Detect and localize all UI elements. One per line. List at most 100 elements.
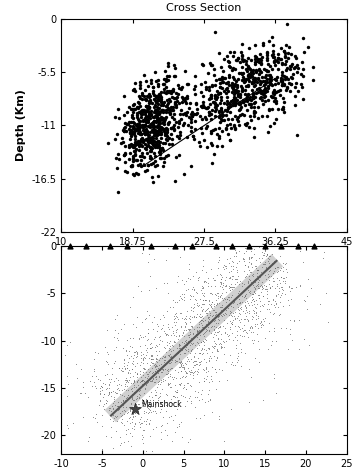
Point — [234, 327, 240, 335]
Point — [247, 93, 253, 101]
Point — [169, 106, 175, 114]
Point — [135, 138, 140, 145]
Point — [159, 106, 165, 114]
Point — [168, 130, 174, 138]
Point — [235, 54, 241, 61]
Point — [300, 65, 306, 72]
Point — [252, 262, 258, 270]
Point — [158, 98, 164, 105]
Point — [152, 367, 158, 375]
Point — [251, 298, 257, 305]
Point — [202, 328, 208, 336]
Point — [128, 105, 134, 113]
Point — [225, 79, 230, 86]
Point — [235, 91, 241, 99]
Point — [234, 268, 240, 275]
Point — [149, 144, 155, 152]
Point — [237, 91, 243, 98]
Point — [136, 125, 142, 133]
Point — [187, 393, 193, 400]
Point — [123, 374, 129, 382]
Point — [199, 289, 205, 297]
Point — [157, 91, 163, 99]
Point — [208, 61, 214, 69]
Point — [203, 83, 209, 90]
Point — [165, 369, 171, 377]
Point — [159, 421, 165, 429]
Point — [242, 75, 247, 83]
Point — [206, 345, 212, 353]
Point — [115, 150, 121, 158]
Point — [288, 62, 293, 70]
Point — [194, 327, 200, 335]
Point — [129, 162, 134, 170]
Point — [205, 304, 211, 312]
Point — [231, 90, 236, 97]
Point — [257, 273, 263, 280]
Point — [127, 420, 133, 427]
Point — [111, 346, 117, 353]
Point — [110, 387, 116, 394]
Point — [242, 327, 248, 334]
Point — [137, 94, 143, 102]
Point — [134, 387, 139, 395]
Point — [145, 102, 151, 110]
Point — [101, 390, 107, 397]
Point — [156, 394, 162, 401]
Point — [185, 80, 191, 88]
Point — [145, 370, 151, 378]
Point — [254, 301, 260, 308]
Point — [288, 284, 293, 292]
Point — [199, 390, 204, 398]
Point — [217, 323, 223, 331]
Point — [170, 346, 175, 354]
Point — [97, 390, 103, 398]
Point — [256, 294, 262, 302]
Point — [120, 403, 126, 411]
Point — [269, 65, 275, 72]
Point — [222, 329, 227, 336]
Point — [155, 381, 161, 388]
Point — [287, 87, 293, 95]
Point — [256, 294, 262, 302]
Point — [143, 102, 149, 110]
Point — [178, 322, 184, 330]
Point — [161, 118, 167, 125]
Point — [114, 381, 120, 389]
Point — [174, 394, 180, 401]
Point — [111, 393, 117, 401]
Point — [209, 92, 214, 100]
Point — [230, 265, 236, 273]
Point — [170, 296, 176, 304]
Point — [130, 395, 135, 403]
Point — [130, 357, 136, 364]
Point — [142, 130, 148, 138]
Point — [280, 302, 286, 309]
Point — [144, 149, 150, 157]
Point — [171, 318, 177, 325]
Point — [267, 308, 273, 315]
Point — [138, 130, 144, 138]
Point — [211, 302, 217, 309]
Point — [222, 305, 227, 312]
Point — [291, 64, 297, 72]
Point — [279, 283, 285, 290]
Point — [277, 86, 282, 94]
Point — [100, 394, 105, 401]
Point — [218, 104, 224, 111]
Point — [252, 284, 258, 292]
Point — [214, 88, 219, 95]
Point — [286, 43, 292, 51]
Point — [198, 124, 204, 132]
Point — [131, 423, 137, 430]
Point — [145, 365, 151, 373]
Point — [247, 289, 253, 297]
Point — [131, 119, 137, 126]
Point — [156, 148, 162, 155]
Point — [249, 263, 255, 271]
Point — [256, 85, 261, 92]
Point — [249, 67, 255, 75]
Point — [205, 274, 211, 281]
Point — [266, 272, 272, 280]
Point — [146, 109, 152, 116]
